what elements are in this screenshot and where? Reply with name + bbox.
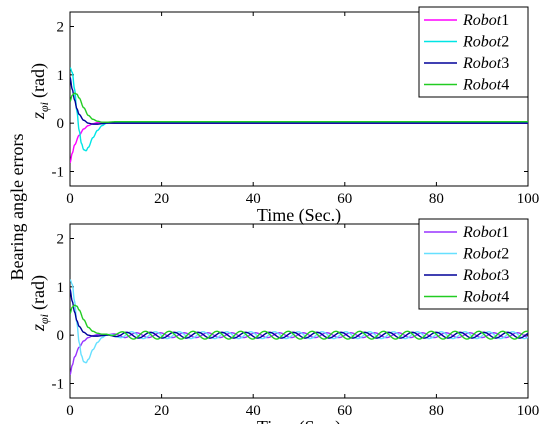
x-tick-label: 60 [337, 191, 352, 207]
y-axis-label: zφi (rad) [28, 63, 51, 120]
x-tick-label: 80 [429, 191, 444, 207]
legend: Robot1 Robot2 Robot3 Robot4 [418, 6, 529, 98]
y-axis-unit: (rad) [28, 275, 49, 310]
legend-label-robot1: Robot1 [462, 224, 509, 241]
x-tick-label: 40 [246, 403, 261, 419]
x-tick-label: 40 [246, 191, 261, 207]
legend-label-robot4: Robot4 [462, 77, 509, 94]
y-axis-subscript: φi [37, 102, 51, 112]
x-tick-label: 60 [337, 403, 352, 419]
y-axis-unit: (rad) [28, 63, 49, 98]
legend-label-robot1: Robot1 [462, 12, 509, 29]
y-axis-subscript: φi [37, 314, 51, 324]
y-tick-label: 1 [57, 280, 65, 296]
series-line-robot2 [70, 279, 528, 364]
series-line-robot4 [70, 304, 528, 340]
plot-area-frame [69, 223, 529, 399]
legend-label-robot2: Robot2 [462, 34, 509, 51]
y-tick-label: -1 [52, 377, 65, 393]
x-tick-label: 100 [517, 191, 540, 207]
legend-label-robot3: Robot3 [462, 267, 509, 284]
series-line-robot1 [70, 121, 528, 164]
legend-label-robot3: Robot3 [462, 55, 509, 72]
y-tick-label: -1 [52, 165, 65, 181]
x-tick-label: 20 [154, 403, 169, 419]
x-tick-label: 0 [66, 191, 74, 207]
x-axis-label: Time (Sec.) [257, 205, 341, 226]
x-axis-label: Time (Sec.) [257, 417, 341, 424]
y-tick-label: 2 [57, 20, 65, 36]
series-line-robot3 [70, 289, 528, 339]
x-tick-label: 20 [154, 191, 169, 207]
y-tick-label: 0 [57, 116, 65, 132]
series-line-robot3 [70, 77, 528, 125]
shared-y-axis-label: Bearing angle errors [7, 134, 27, 281]
y-tick-label: 2 [57, 232, 65, 248]
x-tick-label: 80 [429, 403, 444, 419]
y-axis-label: zφi (rad) [28, 275, 51, 332]
x-tick-label: 0 [66, 403, 74, 419]
legend-box [418, 218, 529, 310]
y-axis-symbol: z [28, 324, 48, 332]
legend-label-robot4: Robot4 [462, 289, 509, 306]
plot-area-frame [69, 11, 529, 187]
y-tick-label: 1 [57, 68, 65, 84]
series-line-robot4 [70, 92, 528, 123]
y-axis-symbol: z [28, 112, 48, 120]
x-tick-label: 100 [517, 403, 540, 419]
legend-label-robot2: Robot2 [462, 246, 509, 263]
legend: Robot1 Robot2 Robot3 Robot4 [418, 218, 529, 310]
legend-box [418, 6, 529, 98]
y-tick-label: 0 [57, 328, 65, 344]
